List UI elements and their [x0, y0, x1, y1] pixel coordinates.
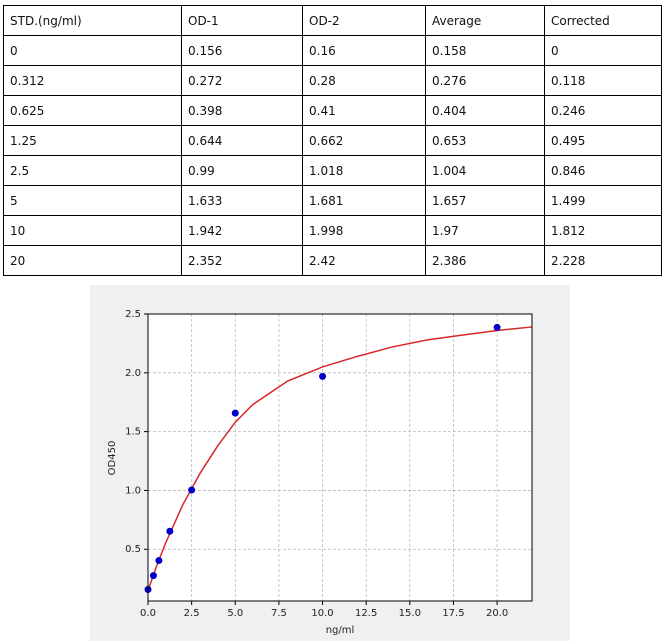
data-table: STD.(ng/ml) OD-1 OD-2 Average Corrected 0 0.15…: [3, 5, 662, 276]
table-cell: 1.681: [302, 185, 426, 216]
table-cell: Average: [425, 5, 545, 36]
x-axis-label: ng/ml: [326, 625, 355, 636]
table-cell: 0.398: [181, 95, 303, 126]
table-cell: 2.228: [544, 245, 662, 276]
y-tick-label: 2.0: [125, 368, 141, 379]
x-tick-label: 7.5: [271, 608, 287, 619]
plot-area: [148, 314, 532, 601]
table-row: 0.312 0.272 0.28 0.276 0.118: [3, 65, 662, 96]
table-row: 2.5 0.99 1.018 1.004 0.846: [3, 155, 662, 186]
table-cell: 10: [3, 215, 182, 246]
table-cell: 2.386: [425, 245, 545, 276]
y-tick-label: 1.5: [125, 427, 141, 438]
table-cell: 0.644: [181, 125, 303, 156]
table-cell: 2.42: [302, 245, 426, 276]
table-cell: 1.004: [425, 155, 545, 186]
table-row: 5 1.633 1.681 1.657 1.499: [3, 185, 662, 216]
table-row: 0 0.156 0.16 0.158 0: [3, 35, 662, 66]
table-cell: 1.018: [302, 155, 426, 186]
y-tick-label: 1.0: [125, 485, 141, 496]
x-tick-label: 5.0: [227, 608, 243, 619]
table-cell: 1.633: [181, 185, 303, 216]
table-cell: 0.276: [425, 65, 545, 96]
x-tick-label: 17.5: [442, 608, 464, 619]
data-point: [319, 372, 327, 380]
header-row: STD.(ng/ml) OD-1 OD-2 Average Corrected: [3, 5, 662, 36]
data-point: [493, 323, 501, 331]
table-cell: 1.998: [302, 215, 426, 246]
table-cell: 1.657: [425, 185, 545, 216]
x-tick-label: 12.5: [355, 608, 377, 619]
y-axis-label: OD450: [107, 441, 118, 476]
table-cell: 1.499: [544, 185, 662, 216]
y-tick-label: 2.5: [125, 309, 141, 320]
x-tick-label: 0.0: [140, 608, 156, 619]
table-cell: 1.942: [181, 215, 303, 246]
data-point: [231, 409, 239, 417]
table-cell: 0.846: [544, 155, 662, 186]
table-cell: 1.812: [544, 215, 662, 246]
table-cell: OD-1: [181, 5, 303, 36]
table-cell: 1.25: [3, 125, 182, 156]
table-cell: Corrected: [544, 5, 662, 36]
table-cell: 0.653: [425, 125, 545, 156]
x-tick-label: 10.0: [311, 608, 333, 619]
table-row: 0.625 0.398 0.41 0.404 0.246: [3, 95, 662, 126]
table-cell: STD.(ng/ml): [3, 5, 182, 36]
table-cell: 2.352: [181, 245, 303, 276]
table-cell: 0.16: [302, 35, 426, 66]
table-cell: 0.156: [181, 35, 303, 66]
table-row: 20 2.352 2.42 2.386 2.228: [3, 245, 662, 276]
data-point: [188, 486, 196, 494]
plot-frame: [147, 313, 533, 602]
data-point: [155, 557, 163, 565]
table-cell: 0.662: [302, 125, 426, 156]
data-point: [149, 572, 157, 580]
table-cell: 0.404: [425, 95, 545, 126]
table-row: 1.25 0.644 0.662 0.653 0.495: [3, 125, 662, 156]
x-tick-label: 2.5: [184, 608, 200, 619]
y-tick-label: 0.5: [125, 544, 141, 555]
x-tick-label: 15.0: [399, 608, 421, 619]
fit-curve: [147, 326, 533, 591]
x-tick-label: 20.0: [486, 608, 508, 619]
table-row: 10 1.942 1.998 1.97 1.812: [3, 215, 662, 246]
data-point: [166, 527, 174, 535]
table-cell: 0.312: [3, 65, 182, 96]
table-cell: 20: [3, 245, 182, 276]
